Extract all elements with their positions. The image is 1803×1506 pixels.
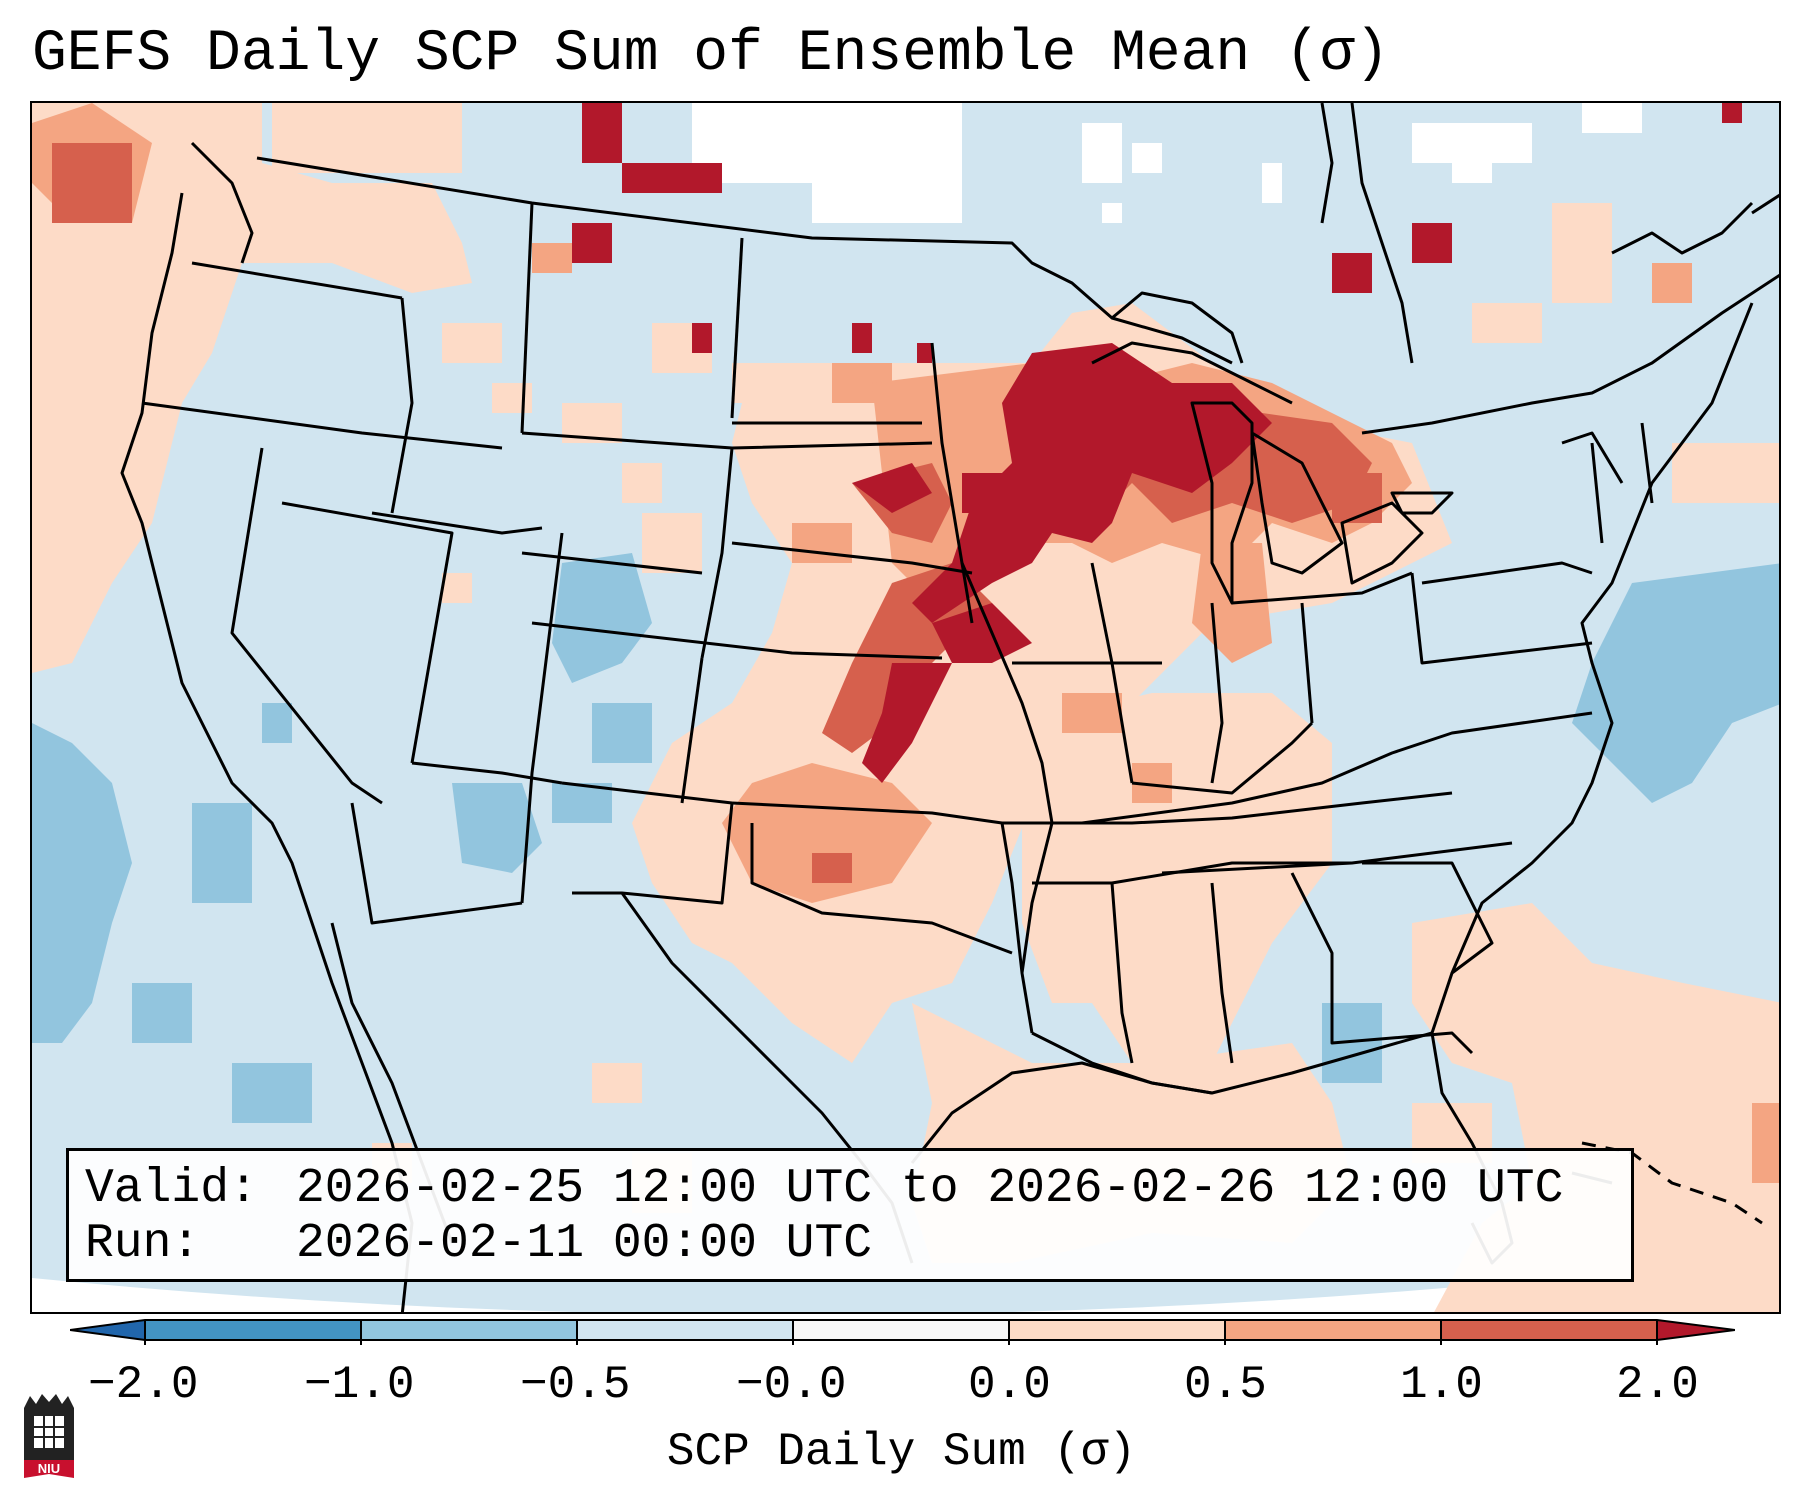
pacific-coast — [120, 192, 414, 1312]
colorbar-bin-4 — [793, 1320, 1009, 1340]
colorbar-tick-label: −0.0 — [736, 1359, 847, 1411]
colorbar-bin-5 — [1009, 1320, 1225, 1340]
colorbar-over-arrow — [1657, 1320, 1735, 1340]
run-value: 2026-02-11 00:00 UTC — [296, 1217, 873, 1271]
colorbar-tick-label: 1.0 — [1400, 1359, 1483, 1411]
us-canada-border — [256, 156, 1233, 365]
colorbar-tick-marks — [144, 1320, 1658, 1345]
valid-label: Valid: — [85, 1162, 258, 1216]
extreme-positive-regions — [572, 103, 1742, 783]
colorbar-bin-6 — [1225, 1320, 1441, 1340]
colorbar-under-arrow — [70, 1320, 145, 1340]
map-panel[interactable] — [30, 101, 1781, 1314]
run-label: Run: — [85, 1217, 201, 1271]
colorbar-bin-1 — [145, 1320, 361, 1340]
valid-value: 2026-02-25 12:00 UTC to 2026-02-26 12:00… — [296, 1162, 1564, 1216]
colorbar-tick-label: 2.0 — [1616, 1359, 1699, 1411]
colorbar-bin-7 — [1441, 1320, 1657, 1340]
validity-info-box: Valid: 2026-02-25 12:00 UTC to 2026-02-26… — [66, 1148, 1634, 1282]
niu-logo-icon: NIU — [24, 1394, 74, 1478]
boundaries — [120, 103, 1779, 1312]
colorbar-tick-label: −0.5 — [520, 1359, 631, 1411]
colorbar-label: SCP Daily Sum (σ) — [666, 1426, 1137, 1478]
colorbar-tick-label: −1.0 — [304, 1359, 415, 1411]
colorbar-bin-3 — [577, 1320, 793, 1340]
valid-line: Valid: 2026-02-25 12:00 UTC to 2026-02-26… — [85, 1162, 1631, 1217]
colorbar-tick-label: −2.0 — [88, 1359, 199, 1411]
colorbar-tick-label: 0.0 — [968, 1359, 1051, 1411]
niu-logo-text: NIU — [38, 1461, 60, 1476]
run-line: Run: 2026-02-11 00:00 UTC — [85, 1217, 1631, 1272]
scp-map — [32, 103, 1779, 1312]
colorbar-bin-2 — [361, 1320, 577, 1340]
projection-edge — [32, 1253, 1779, 1312]
colorbar — [70, 1319, 1735, 1345]
near-zero-patches — [692, 103, 1642, 223]
colorbar-tick-label: 0.5 — [1184, 1359, 1267, 1411]
weak-negative-regions — [32, 553, 1779, 1123]
map-title: GEFS Daily SCP Sum of Ensemble Mean (σ) — [32, 22, 1390, 87]
